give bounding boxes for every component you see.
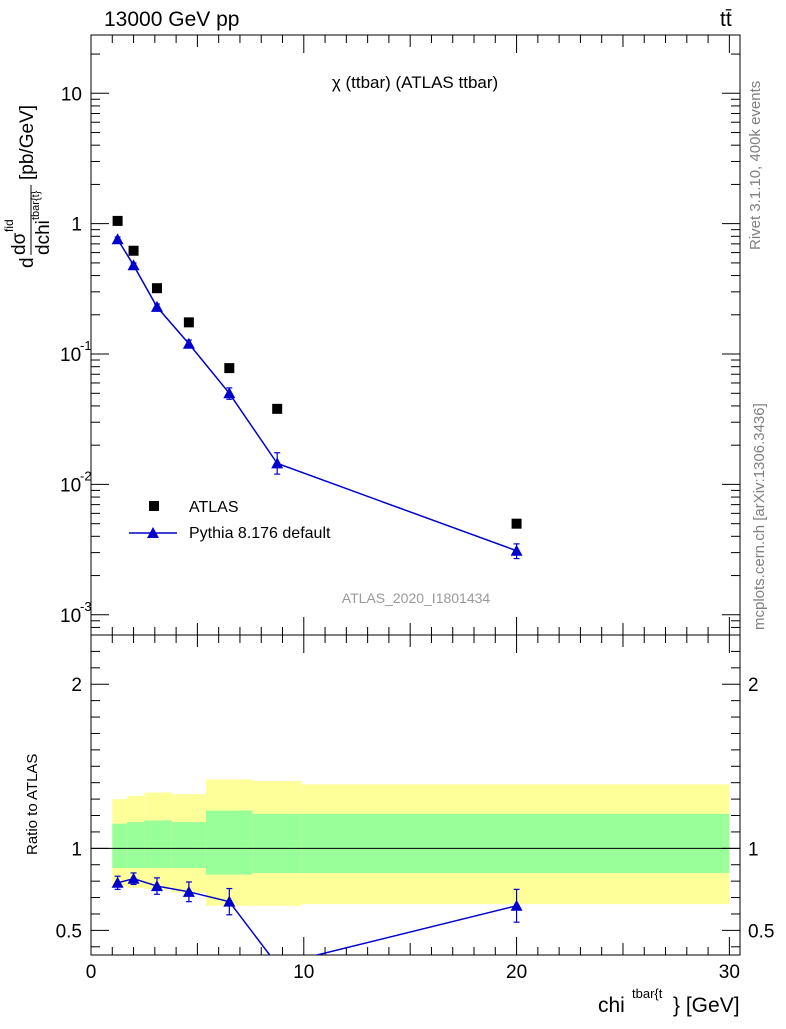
main-y-tick-label: 10 <box>61 84 82 105</box>
ratio-series-group <box>111 872 523 955</box>
ratio-pythia-point <box>223 895 236 907</box>
pythia-line <box>116 238 517 552</box>
ratio-y-tick-label-left: 2 <box>71 675 82 696</box>
green-band <box>127 822 145 869</box>
pythia-point <box>182 337 195 349</box>
ratio-pythia-point <box>182 885 195 897</box>
ratio-y-tick-label-right: 1 <box>748 839 759 860</box>
ratio-pythia-point <box>127 872 140 884</box>
main-title: χ (ttbar) (ATLAS ttbar) <box>332 73 498 92</box>
y-tick-base: 10 <box>61 84 82 105</box>
y-label-num: dσ <box>9 232 30 255</box>
main-y-tick-label: 1 <box>71 215 82 236</box>
y-tick-base: 10 <box>60 345 81 366</box>
analysis-label: ATLAS_2020_I1801434 <box>342 590 491 606</box>
x-label-suffix: } [GeV] <box>673 994 740 1017</box>
pythia-point <box>223 387 236 399</box>
ratio-frame <box>90 634 741 956</box>
ratio-tick-labels: 0.5 0.51 12 20 10 20 30 <box>56 675 775 983</box>
legend-marker-pythia <box>147 527 159 538</box>
y-tick-exp: -2 <box>80 468 92 483</box>
main-axis-ticks <box>90 35 740 636</box>
green-band <box>252 813 302 873</box>
green-band <box>144 820 172 869</box>
x-label-sup: tbar{t <box>632 986 663 1001</box>
energy-label: 13000 GeV pp <box>104 8 239 31</box>
atlas-point <box>183 317 194 328</box>
y-tick-base: 10 <box>60 606 81 627</box>
legend-label-atlas: ATLAS <box>189 499 239 516</box>
main-y-tick-label: 10-1 <box>60 338 92 366</box>
y-tick-base: 10 <box>60 475 81 496</box>
process-label: tt̄ <box>720 8 732 31</box>
ratio-pythia-point <box>111 876 124 888</box>
y-label-den-sup: tbar{t} <box>30 190 42 220</box>
y-label-num-sup: fid <box>2 219 16 232</box>
y-tick-base: 1 <box>71 215 82 236</box>
x-axis-label: chi tbar{t } [GeV] <box>598 986 740 1017</box>
atlas-point <box>224 363 235 374</box>
y-tick-exp: -1 <box>80 338 92 353</box>
legend-label-pythia: Pythia 8.176 default <box>189 525 331 542</box>
green-band <box>205 810 253 875</box>
green-band <box>112 823 128 869</box>
ratio-y-tick-label-right: 2 <box>748 675 759 696</box>
main-y-tick-label: 10-2 <box>60 468 92 496</box>
green-band <box>171 822 206 869</box>
x-tick-label: 20 <box>506 962 527 983</box>
ratio-y-axis-label: Ratio to ATLAS <box>24 754 41 855</box>
x-tick-label: 10 <box>293 962 314 983</box>
ratio-panel: 0.5 0.51 12 20 10 20 30 Ratio to ATLAS chi tba… <box>24 634 775 1017</box>
ratio-y-tick-label-left: 0.5 <box>56 921 82 942</box>
ratio-y-tick-label-left: 1 <box>71 839 82 860</box>
y-label-den: dchi <box>33 220 54 255</box>
pythia-point <box>510 544 523 556</box>
x-label-main: chi <box>598 994 625 1017</box>
y-label-unit: [pb/GeV] <box>17 105 38 180</box>
ratio-y-tick-label-right: 0.5 <box>748 921 774 942</box>
atlas-point <box>272 403 283 414</box>
atlas-point <box>151 283 162 294</box>
rivet-label: Rivet 3.1.10, 400k events <box>747 81 764 250</box>
pythia-point <box>271 457 284 469</box>
ratio-pythia-point <box>150 880 163 892</box>
atlas-point <box>128 245 139 256</box>
green-band <box>301 813 730 873</box>
ratio-uncertainty-bands <box>112 779 730 906</box>
y-tick-exp: -3 <box>80 599 92 614</box>
x-tick-label: 30 <box>719 962 740 983</box>
pythia-point <box>111 233 124 245</box>
main-frame <box>90 34 741 636</box>
pythia-point <box>150 300 163 312</box>
main-y-axis-label: d dσ fid dchi tbar{t} [pb/GeV] <box>2 105 54 268</box>
pythia-point <box>127 259 140 271</box>
atlas-point <box>112 215 123 226</box>
ratio-pythia-point <box>510 899 523 911</box>
legend: ATLAS Pythia 8.176 default <box>129 499 331 542</box>
mcplots-label: mcplots.cern.ch [arXiv:1306.3436] <box>751 403 768 630</box>
ratio-axis-ticks <box>90 635 740 955</box>
y-label-d: d <box>17 257 38 268</box>
legend-marker-atlas <box>149 501 159 511</box>
main-y-tick-label: 10-3 <box>60 599 92 627</box>
x-tick-label: 0 <box>86 962 97 983</box>
atlas-point <box>511 518 522 529</box>
